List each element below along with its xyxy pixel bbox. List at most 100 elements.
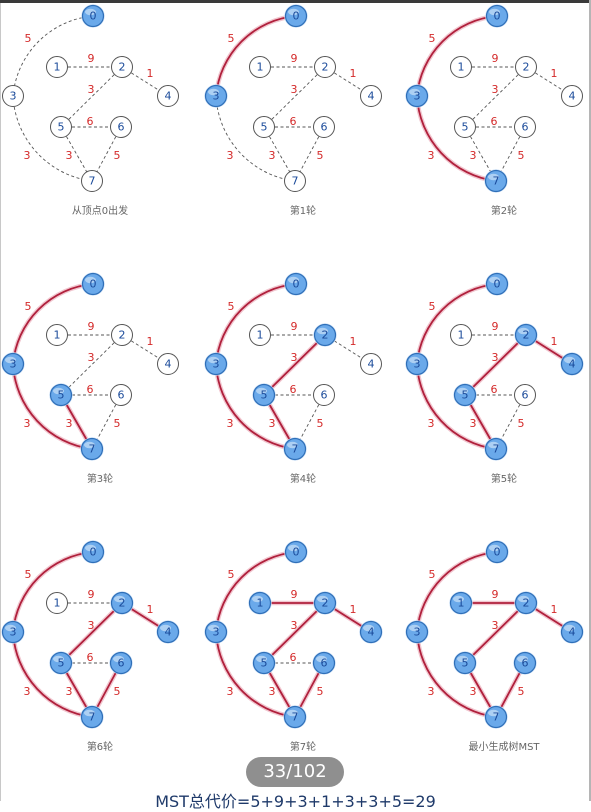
vertex-label: 3	[213, 626, 220, 639]
edge-weight-5-7: 3	[470, 685, 477, 698]
vertex-2: 2	[514, 591, 538, 615]
mst-total-cost: MST总代价=5+9+3+1+3+3+5=29	[155, 792, 436, 811]
vertex-3: 3	[1, 620, 25, 644]
edge-weight-3-7: 3	[428, 417, 435, 430]
vertex-label: 7	[292, 443, 299, 456]
vertex-circle	[2, 85, 24, 107]
vertex-circle	[514, 384, 536, 406]
edge-glow-0-3	[213, 13, 299, 99]
vertex-4: 4	[157, 353, 179, 375]
vertex-shine	[409, 356, 420, 364]
tree-edge-3-7	[416, 95, 497, 182]
vertex-circle	[111, 56, 133, 78]
tree-edge-0-3	[12, 551, 94, 633]
vertex-label: 5	[58, 121, 65, 134]
vertex-shine	[288, 544, 299, 552]
vertex-2: 2	[313, 591, 337, 615]
tree-edge-0-3	[215, 283, 297, 365]
edge-weight-3-7: 3	[428, 685, 435, 698]
vertex-label: 6	[522, 657, 529, 670]
vertex-label: 5	[58, 389, 65, 402]
vertex-shine	[85, 276, 96, 284]
edge-weight-2-4: 1	[551, 67, 558, 80]
vertex-5: 5	[252, 651, 276, 675]
vertex-circle	[449, 591, 473, 615]
vertex-shine	[409, 624, 420, 632]
vertex-label: 7	[493, 443, 500, 456]
vertex-label: 4	[569, 358, 576, 371]
vertex-circle	[252, 651, 276, 675]
page-indicator-badge[interactable]: 33/102	[246, 757, 344, 787]
edge-weight-2-5: 3	[492, 351, 499, 364]
vertex-label: 1	[458, 61, 465, 74]
vertex-label: 2	[322, 61, 329, 74]
vertex-5: 5	[50, 116, 72, 138]
vertex-label: 5	[261, 121, 268, 134]
edge-weight-6-7: 5	[114, 685, 121, 698]
vertex-1: 1	[249, 324, 271, 346]
vertex-6: 6	[514, 116, 536, 138]
vertex-shine	[316, 655, 327, 663]
vertex-label: 1	[458, 329, 465, 342]
vertex-4: 4	[157, 85, 179, 107]
vertex-label: 0	[293, 546, 300, 559]
vertex-shine	[363, 624, 374, 632]
vertex-shine	[564, 356, 575, 364]
vertex-1: 1	[46, 324, 68, 346]
vertex-circle	[46, 592, 68, 614]
vertex-label: 3	[414, 90, 421, 103]
vertex-4: 4	[156, 620, 180, 644]
vertex-circle	[485, 4, 509, 28]
vertex-label: 6	[118, 389, 125, 402]
edge-weight-5-6: 6	[290, 383, 297, 396]
edge-weight-0-3: 5	[25, 568, 32, 581]
vertex-4: 4	[560, 352, 584, 376]
vertex-circle	[360, 85, 382, 107]
vertex-label: 5	[462, 389, 469, 402]
vertex-circle	[46, 324, 68, 346]
vertex-circle	[50, 116, 72, 138]
vertex-label: 1	[458, 597, 465, 610]
vertex-label: 6	[522, 121, 529, 134]
vertex-circle	[46, 56, 68, 78]
vertex-shine	[53, 655, 64, 663]
edge-weight-2-5: 3	[88, 619, 95, 632]
edge-weight-6-7: 5	[518, 417, 525, 430]
right-border	[589, 0, 591, 801]
vertex-circle	[248, 591, 272, 615]
vertex-label: 3	[414, 626, 421, 639]
edge-weight-3-7: 3	[227, 685, 234, 698]
vertex-circle	[454, 116, 476, 138]
vertex-6: 6	[313, 384, 335, 406]
vertex-circle	[513, 651, 537, 675]
vertex-shine	[208, 356, 219, 364]
vertex-label: 0	[293, 10, 300, 23]
vertex-label: 2	[119, 61, 126, 74]
tree-edge-2-5	[464, 334, 527, 396]
vertex-shine	[409, 88, 420, 96]
vertex-shine	[113, 655, 124, 663]
vertex-circle	[284, 4, 308, 28]
vertex-label: 5	[261, 657, 268, 670]
edge-weight-5-7: 3	[269, 685, 276, 698]
vertex-circle	[1, 352, 25, 376]
edge-weight-6-7: 5	[114, 417, 121, 430]
vertex-7: 7	[283, 437, 307, 461]
edge-weight-0-3: 5	[228, 32, 235, 45]
edge-weight-2-5: 3	[291, 83, 298, 96]
vertex-shine	[5, 624, 16, 632]
vertex-circle	[81, 540, 105, 564]
vertex-shine	[288, 8, 299, 16]
vertex-shine	[5, 356, 16, 364]
vertex-circle	[450, 56, 472, 78]
panel-caption: 最小生成树MST	[468, 740, 540, 753]
panel-caption: 第2轮	[491, 204, 517, 217]
vertex-label: 1	[54, 61, 61, 74]
vertex-3: 3	[204, 352, 228, 376]
vertex-shine	[457, 387, 468, 395]
vertex-shine	[564, 624, 575, 632]
vertex-0: 0	[284, 540, 308, 564]
edge-weight-1-2: 9	[492, 320, 499, 333]
